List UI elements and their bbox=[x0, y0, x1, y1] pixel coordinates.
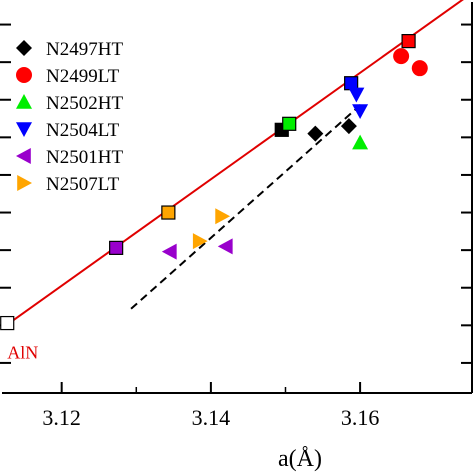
legend-marker-n2507lt bbox=[17, 175, 32, 191]
data-point-n2497ht bbox=[340, 118, 357, 135]
legend-marker-n2499lt bbox=[16, 67, 32, 83]
legend-label: N2502HT bbox=[46, 93, 123, 114]
data-point-n2501ht bbox=[217, 238, 233, 255]
data-point-n2499lt bbox=[411, 60, 428, 77]
annotation-label: AlN bbox=[7, 342, 38, 362]
x-axis-label: a(Å) bbox=[278, 446, 322, 472]
legend-label: N2501HT bbox=[46, 147, 123, 168]
annotations: AlN bbox=[7, 342, 38, 362]
legend-label: N2507LT bbox=[46, 174, 120, 195]
legend-label: N2499LT bbox=[46, 66, 120, 87]
data-point-n2504lt bbox=[352, 104, 369, 120]
legend: N2497HT N2499LT N2502HT N2504LT N2501HT N2507… bbox=[16, 39, 123, 195]
fit-lines bbox=[1, 0, 464, 330]
x-tick-label: 3.16 bbox=[341, 405, 380, 430]
data-point-n2502ht bbox=[352, 134, 369, 150]
data-points bbox=[161, 48, 428, 260]
legend-marker-n2504lt bbox=[16, 122, 32, 137]
square-marker bbox=[401, 33, 416, 49]
data-point-n2507lt bbox=[192, 233, 208, 250]
data-point-n2499lt bbox=[393, 48, 410, 65]
x-axis: 3.12 3.14 3.16 bbox=[42, 382, 379, 430]
square-marker bbox=[282, 116, 297, 131]
x-tick-label: 3.14 bbox=[192, 405, 231, 430]
legend-marker-n2502ht bbox=[16, 94, 32, 109]
data-point-n2504lt bbox=[348, 87, 365, 103]
square-marker bbox=[109, 240, 124, 255]
x-tick-label: 3.12 bbox=[42, 405, 81, 430]
square-markers bbox=[0, 33, 416, 331]
square-marker bbox=[0, 315, 15, 331]
legend-label: N2497HT bbox=[46, 39, 123, 60]
data-point-n2507lt bbox=[215, 208, 231, 225]
solid-fit-line bbox=[1, 0, 464, 330]
plot-frame bbox=[2, 2, 473, 394]
legend-marker-n2501ht bbox=[16, 148, 31, 164]
square-marker bbox=[161, 205, 176, 220]
data-point-n2501ht bbox=[161, 243, 177, 260]
legend-marker-n2497ht bbox=[16, 40, 32, 56]
legend-label: N2504LT bbox=[46, 120, 120, 141]
data-point-n2497ht bbox=[307, 125, 324, 142]
